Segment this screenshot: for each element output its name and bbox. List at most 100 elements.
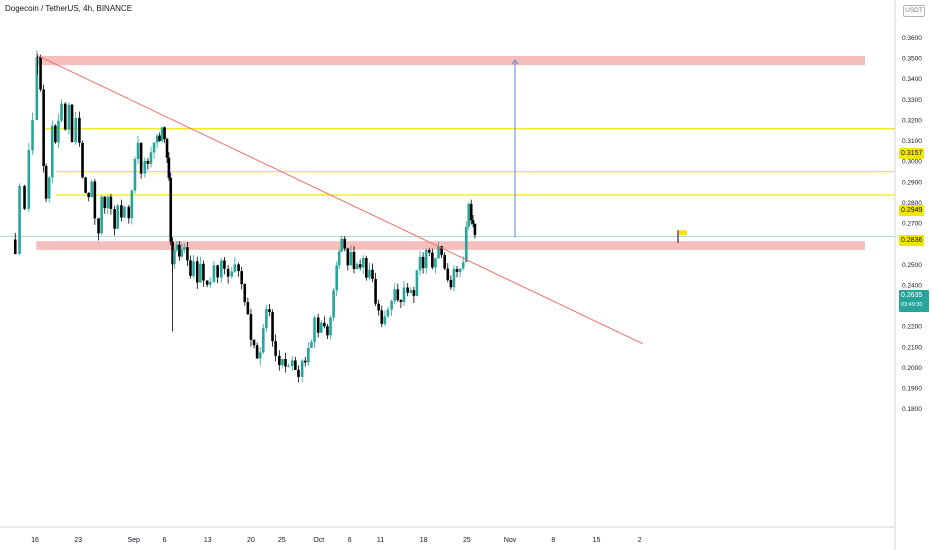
candle-body	[284, 359, 287, 367]
candle-body	[399, 300, 403, 303]
candle-body	[186, 247, 189, 261]
last-price: 0.2635	[901, 292, 923, 299]
candle-body	[47, 177, 51, 199]
y-tick-label: 0.3500	[902, 56, 922, 63]
candle-body	[380, 310, 384, 324]
candle-body	[39, 57, 42, 90]
y-tick-label: 0.2000	[902, 365, 922, 372]
candle-body	[446, 268, 450, 280]
flag-marker	[679, 230, 687, 236]
x-tick-label: Sep	[127, 537, 140, 544]
candle-body	[310, 342, 313, 348]
last-price-badge: 0.2635 03:49:30	[899, 290, 929, 312]
candle-body	[424, 249, 428, 269]
level-badge-1: 0.3157	[899, 148, 925, 159]
candle-body	[78, 117, 81, 143]
candle-body	[386, 309, 390, 317]
candle-body	[455, 269, 459, 272]
x-tick-label: 11	[377, 537, 384, 544]
x-tick-label: 8	[551, 537, 555, 544]
candle-body	[165, 139, 169, 158]
candle-body	[212, 265, 216, 282]
symbol-name: Dogecoin / TetherUS	[5, 4, 79, 13]
candle-body	[402, 287, 406, 303]
candle-body	[120, 205, 123, 218]
y-tick-label: 0.1900	[902, 386, 922, 393]
candle-body	[300, 360, 304, 377]
candle-body	[63, 103, 67, 130]
candle-body	[226, 268, 230, 277]
candle-body	[458, 268, 462, 272]
x-tick-label: 20	[247, 537, 255, 544]
exchange: BINANCE	[96, 4, 133, 13]
candle-body	[258, 352, 262, 359]
candle-body	[243, 284, 247, 303]
candle-body	[265, 309, 268, 329]
candle-body	[377, 303, 380, 311]
candle-body	[171, 241, 174, 265]
candle-body	[97, 218, 100, 234]
candle-body	[361, 257, 365, 268]
candle-body	[57, 120, 60, 143]
candle-body	[464, 226, 468, 263]
candle-body	[240, 271, 243, 285]
candle-body	[349, 251, 353, 266]
y-tick-label: 0.2900	[902, 179, 922, 186]
y-tick-label: 0.3600	[902, 35, 922, 42]
candle-body	[440, 246, 443, 256]
candle-body	[216, 265, 219, 278]
candle-body	[437, 246, 440, 259]
candle-body	[31, 119, 34, 151]
candle-body	[469, 203, 473, 221]
candle-body	[352, 251, 356, 270]
candle-body	[329, 317, 332, 336]
candle-body	[383, 316, 387, 324]
candle-body	[18, 185, 21, 254]
candle-body	[230, 271, 234, 277]
candle-body	[287, 366, 290, 368]
y-tick-label: 0.2100	[902, 344, 922, 351]
candle-body	[452, 269, 456, 288]
candle-body	[278, 355, 281, 366]
candle-body	[155, 135, 159, 143]
candle-body	[50, 125, 54, 178]
candle-body	[169, 177, 173, 242]
candle-body	[130, 190, 134, 219]
candle-body	[208, 281, 212, 285]
candle-body	[199, 263, 202, 283]
currency-selector[interactable]: USDT	[903, 5, 925, 17]
annotations-layer	[36, 54, 687, 345]
candle-body	[220, 260, 223, 278]
candle-body	[449, 279, 453, 288]
y-tick-label: 0.2700	[902, 221, 922, 228]
candle-body	[60, 103, 63, 121]
candle-body	[70, 104, 74, 143]
level-badge-2: 0.2949	[899, 205, 925, 216]
candle-body	[100, 196, 103, 234]
candle-body	[313, 317, 316, 343]
candle-body	[421, 256, 425, 269]
candle-body	[443, 255, 446, 269]
x-tick-label: 15	[593, 537, 601, 544]
candle-body	[223, 260, 226, 269]
candle-body	[268, 309, 271, 313]
candle-body	[44, 165, 48, 199]
candle-body	[365, 257, 368, 278]
candle-body	[340, 238, 343, 252]
target-arrow-head	[511, 59, 519, 65]
candle-body	[307, 347, 310, 363]
candle-body	[189, 260, 192, 276]
candle-body	[205, 280, 209, 285]
candle-body	[90, 181, 94, 198]
candle-body	[74, 117, 78, 143]
interval: 4h	[83, 4, 93, 13]
y-tick-label: 0.3100	[902, 138, 922, 145]
candle-body	[358, 264, 362, 268]
candle-body	[160, 127, 164, 141]
candle-body	[371, 269, 374, 279]
bar-countdown: 03:49:30	[901, 302, 923, 308]
x-tick-label: 18	[420, 537, 428, 544]
x-tick-label: 2	[638, 537, 642, 544]
